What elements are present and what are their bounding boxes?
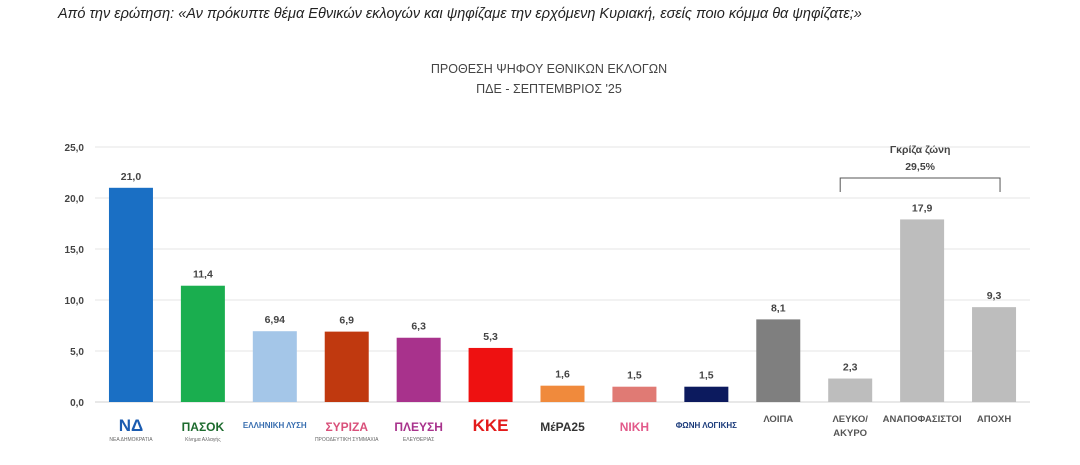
y-tick-label: 25,0 <box>65 143 85 154</box>
data-label: 2,3 <box>843 362 858 374</box>
bar <box>900 219 945 402</box>
data-label: 6,94 <box>265 314 286 326</box>
party-logo-subtitle: Κίνημα Αλλαγής <box>185 436 221 443</box>
grey-zone-value: 29,5% <box>905 161 935 173</box>
category-label: ΑΠΟΧΗ <box>977 414 1011 425</box>
bar <box>468 347 513 402</box>
bar <box>828 378 873 402</box>
bar <box>324 331 369 402</box>
y-tick-label: 10,0 <box>65 296 85 307</box>
data-label: 6,9 <box>339 315 354 327</box>
data-label: 17,9 <box>912 202 933 214</box>
bar <box>540 385 585 402</box>
data-label: 9,3 <box>987 290 1002 302</box>
grey-zone-bracket <box>839 177 1001 192</box>
data-label: 1,5 <box>699 370 714 382</box>
party-logo: ΚΚΕ <box>473 416 509 435</box>
y-tick-label: 5,0 <box>70 347 84 358</box>
bar <box>108 187 153 402</box>
party-logo: ΠΛΕΥΣΗ <box>394 420 443 434</box>
party-logo: ΝΔ <box>119 416 144 435</box>
party-logo-subtitle: ΝΕΑ ΔΗΜΟΚΡΑΤΙΑ <box>109 437 153 443</box>
party-logo: ΕΛΛΗΝΙΚΗ ΛΥΣΗ <box>243 421 307 430</box>
party-logo: ΦΩΝΗ ΛΟΓΙΚΗΣ <box>676 421 737 430</box>
bar <box>396 337 441 402</box>
data-label: 8,1 <box>771 302 786 314</box>
grey-zone-title: Γκρίζα ζώνη <box>890 144 951 156</box>
party-logo: ΣΥΡΙΖΑ <box>325 420 368 434</box>
party-logo: ΝΙΚΗ <box>620 420 649 434</box>
bar <box>756 319 801 402</box>
party-logo-subtitle: ΠΡΟΟΔΕΥΤΙΚΗ ΣΥΜΜΑΧΙΑ <box>315 437 379 443</box>
survey-question: Από την ερώτηση: «Αν πρόκυπτε θέμα Εθνικ… <box>58 6 862 22</box>
chart-subtitle: ΠΔΕ - ΣΕΠΤΕΜΒΡΙΟΣ '25 <box>476 82 622 96</box>
party-logo: ΠΑΣΟΚ <box>182 420 225 434</box>
party-logo-subtitle: ΕΛΕΥΘΕΡΙΑΣ <box>403 437 434 443</box>
party-logo: ΜέΡΑ25 <box>540 420 585 434</box>
bar <box>972 307 1017 402</box>
data-label: 1,5 <box>627 370 642 382</box>
bar <box>684 386 729 402</box>
category-label: ΛΟΙΠΑ <box>763 414 793 425</box>
category-label: ΑΝΑΠΟΦΑΣΙΣΤΟΙ <box>883 414 962 425</box>
category-label: ΛΕΥΚΟ/ <box>832 414 868 425</box>
y-tick-label: 20,0 <box>65 194 85 205</box>
bar <box>180 285 225 402</box>
bar <box>252 331 297 402</box>
bar <box>612 386 657 402</box>
data-label: 5,3 <box>483 331 498 343</box>
data-label: 21,0 <box>121 171 142 183</box>
y-tick-label: 0,0 <box>70 398 84 409</box>
data-label: 1,6 <box>555 369 570 381</box>
data-label: 11,4 <box>193 269 213 281</box>
data-label: 6,3 <box>411 321 426 333</box>
category-label: ΑΚΥΡΟ <box>833 428 867 439</box>
y-tick-label: 15,0 <box>65 245 85 256</box>
chart-title: ΠΡΟΘΕΣΗ ΨΗΦΟΥ ΕΘΝΙΚΩΝ ΕΚΛΟΓΩΝ <box>431 62 667 76</box>
